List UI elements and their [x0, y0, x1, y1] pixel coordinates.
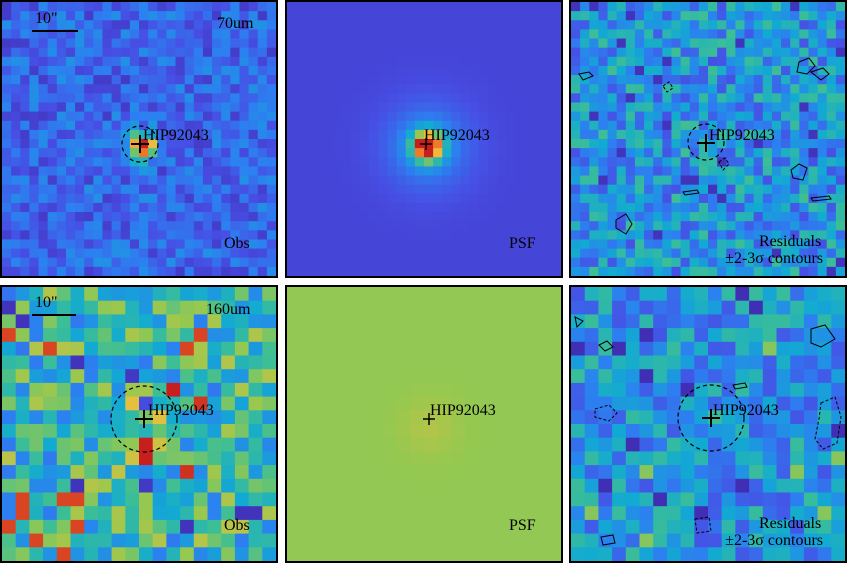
panel-type-label: Obs [224, 517, 250, 534]
panel-type-label: PSF [509, 517, 536, 534]
image-map-160um-psf [287, 287, 561, 561]
scale-label: 10" [35, 10, 58, 27]
panel-160um-obs: 10" 160um HIP92043 Obs [0, 285, 278, 563]
panel-type-label: PSF [509, 235, 536, 252]
target-label: HIP92043 [143, 127, 209, 144]
panel-type-label: Residuals [759, 515, 822, 532]
target-label: HIP92043 [713, 402, 779, 419]
panel-subtitle-label: ±2-3σ contours [725, 532, 823, 549]
overlay-70um-residuals [578, 57, 832, 235]
overlay-160um-obs [110, 385, 178, 453]
band-label: 70um [217, 15, 254, 32]
image-map-70um-residuals [571, 2, 845, 276]
panel-70um-obs: 10" 70um HIP92043 Obs [0, 0, 278, 278]
scale-bar [32, 30, 78, 32]
overlay-160um-residuals [574, 316, 842, 546]
panel-160um-psf: HIP92043 PSF [285, 285, 563, 563]
panel-160um-residuals: HIP92043 Residuals ±2-3σ contours [569, 285, 847, 563]
image-map-70um-obs [2, 2, 276, 276]
overlay-70um-psf [420, 138, 432, 150]
target-label: HIP92043 [709, 127, 775, 144]
panel-70um-psf: HIP92043 PSF [285, 0, 563, 278]
image-map-160um-obs [2, 287, 276, 561]
image-map-70um-psf [287, 2, 561, 276]
scale-bar [32, 314, 76, 316]
panel-subtitle-label: ±2-3σ contours [725, 250, 823, 267]
band-label: 160um [206, 301, 251, 318]
panel-type-label: Obs [224, 235, 250, 252]
scale-label: 10" [35, 294, 58, 311]
overlay-70um-obs [121, 125, 159, 163]
overlay-160um-psf [423, 413, 435, 425]
target-label: HIP92043 [430, 402, 496, 419]
panel-70um-residuals: HIP92043 Residuals ±2-3σ contours [569, 0, 847, 278]
target-label: HIP92043 [148, 402, 214, 419]
panel-type-label: Residuals [759, 233, 822, 250]
target-label: HIP92043 [424, 127, 490, 144]
